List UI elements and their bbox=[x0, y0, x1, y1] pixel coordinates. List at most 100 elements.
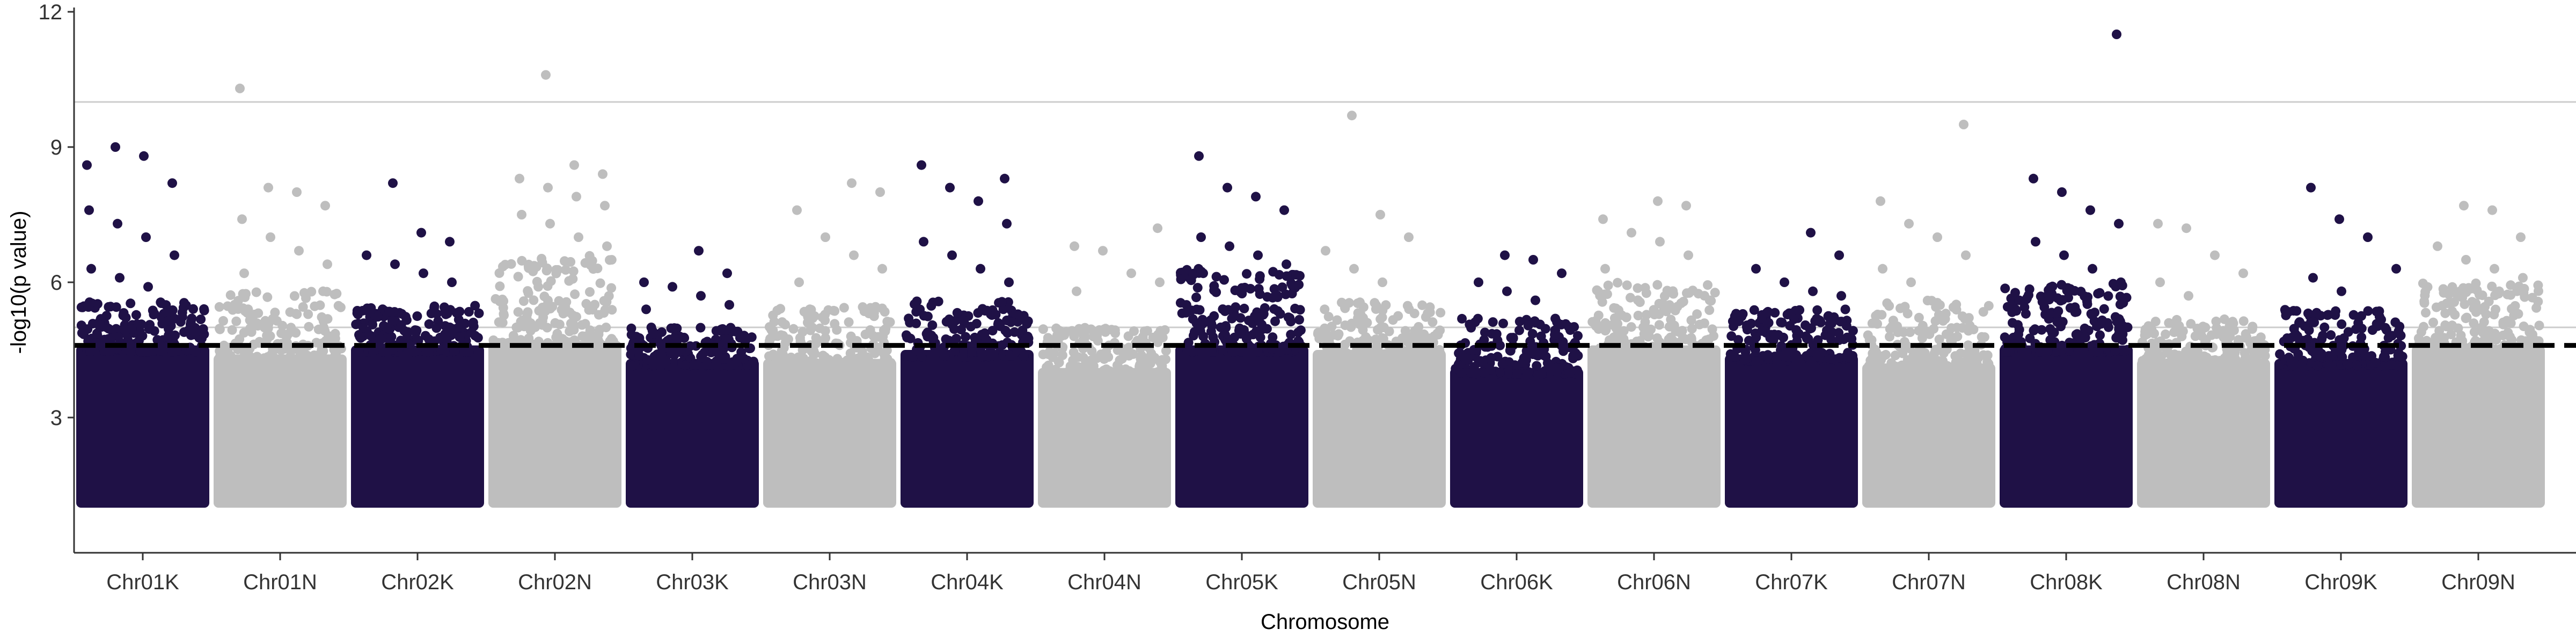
top-hit-point bbox=[1002, 218, 1012, 229]
point bbox=[1964, 313, 1974, 323]
point bbox=[806, 325, 815, 335]
point bbox=[1286, 317, 1296, 327]
top-hit-point bbox=[2057, 187, 2067, 197]
top-hit-point bbox=[877, 264, 887, 274]
point bbox=[1061, 327, 1071, 337]
top-hit-point bbox=[292, 187, 302, 197]
point bbox=[1209, 286, 1219, 295]
point bbox=[1536, 369, 1547, 379]
x-tick-label-Chr06N: Chr06N bbox=[1617, 570, 1691, 594]
point bbox=[1514, 325, 1524, 335]
point-band-Chr08N bbox=[2137, 358, 2270, 508]
top-hit-point bbox=[722, 268, 732, 279]
point bbox=[1254, 312, 1264, 323]
point bbox=[702, 356, 712, 367]
top-hit-point bbox=[1070, 241, 1079, 251]
point bbox=[1419, 329, 1429, 339]
point bbox=[368, 319, 378, 330]
point bbox=[1206, 315, 1216, 325]
point bbox=[1428, 317, 1438, 327]
point bbox=[1687, 324, 1697, 334]
point bbox=[800, 357, 810, 367]
point bbox=[113, 332, 123, 342]
point bbox=[2143, 321, 2154, 331]
point bbox=[724, 335, 734, 345]
point bbox=[568, 319, 579, 330]
point bbox=[2280, 306, 2290, 316]
point bbox=[1603, 280, 1613, 290]
point bbox=[2319, 322, 2330, 332]
point bbox=[306, 287, 317, 297]
point bbox=[2198, 361, 2208, 371]
point bbox=[2087, 310, 2097, 320]
point bbox=[1270, 316, 1280, 326]
top-hit-point bbox=[419, 268, 428, 279]
point bbox=[720, 354, 730, 364]
point-band-Chr07N bbox=[1862, 363, 1995, 508]
point bbox=[2462, 312, 2472, 323]
top-hit-point bbox=[82, 160, 92, 170]
point bbox=[1746, 318, 1757, 328]
point bbox=[1469, 362, 1479, 372]
point bbox=[1779, 332, 1788, 342]
point bbox=[364, 308, 375, 318]
point bbox=[1757, 313, 1767, 324]
point bbox=[1498, 318, 1508, 328]
point-band-Chr07K bbox=[1725, 354, 1858, 508]
point bbox=[495, 281, 505, 291]
point bbox=[1268, 332, 1278, 342]
point bbox=[1597, 297, 1607, 307]
point-band-Chr03K bbox=[626, 358, 759, 508]
point bbox=[2211, 316, 2221, 326]
top-hit-point bbox=[143, 282, 153, 292]
point bbox=[315, 300, 325, 310]
point bbox=[524, 263, 534, 273]
point bbox=[1160, 325, 1170, 335]
point bbox=[382, 323, 392, 333]
point bbox=[424, 319, 434, 329]
point bbox=[1836, 317, 1847, 327]
top-hit-point bbox=[2153, 218, 2163, 229]
point bbox=[2491, 304, 2501, 314]
point bbox=[830, 319, 840, 329]
point-band-Chr01N bbox=[214, 354, 347, 508]
point bbox=[1340, 320, 1350, 331]
point bbox=[786, 353, 796, 362]
point-band-Chr01K bbox=[76, 345, 209, 508]
point bbox=[845, 356, 855, 367]
point bbox=[1377, 333, 1387, 343]
point-band-Chr05K bbox=[1175, 345, 1308, 508]
point bbox=[577, 331, 588, 341]
point bbox=[1967, 349, 1977, 359]
point bbox=[1323, 312, 1334, 322]
top-hit-point bbox=[2112, 30, 2121, 39]
point bbox=[1544, 363, 1554, 373]
point bbox=[164, 316, 173, 326]
point bbox=[2337, 319, 2347, 330]
point bbox=[1929, 348, 1940, 358]
point bbox=[1870, 364, 1880, 374]
x-tick-label-Chr02N: Chr02N bbox=[518, 570, 592, 594]
point bbox=[1216, 323, 1226, 332]
top-hit-point bbox=[1198, 268, 1208, 279]
point bbox=[1352, 298, 1363, 309]
point bbox=[1290, 303, 1300, 313]
point bbox=[2527, 292, 2537, 303]
point bbox=[2331, 306, 2341, 316]
point bbox=[2412, 346, 2422, 356]
point bbox=[1527, 342, 1537, 352]
top-hit-point bbox=[1153, 223, 1162, 233]
chromosome-Chr04N bbox=[1038, 223, 1171, 508]
top-hit-point bbox=[1282, 259, 1291, 269]
top-hit-point bbox=[1531, 295, 1540, 305]
point bbox=[795, 333, 805, 343]
point bbox=[1071, 327, 1081, 338]
y-tick-label: 3 bbox=[50, 406, 62, 430]
point bbox=[421, 346, 431, 356]
point bbox=[2029, 325, 2039, 335]
point bbox=[919, 311, 929, 321]
point bbox=[2053, 306, 2063, 316]
point bbox=[1667, 335, 1678, 345]
point bbox=[1572, 365, 1582, 375]
point bbox=[1514, 317, 1525, 327]
